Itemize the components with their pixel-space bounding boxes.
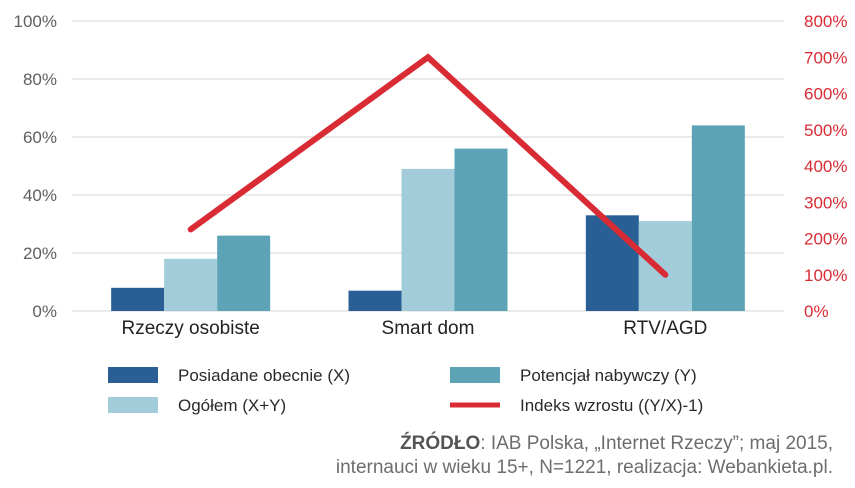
growth-line bbox=[187, 53, 669, 278]
bar bbox=[164, 258, 218, 311]
legend-swatch bbox=[108, 367, 158, 383]
left-axis: 0% 20% 40% 60% 80% 100% bbox=[14, 12, 57, 321]
right-tick-label: 300% bbox=[804, 193, 847, 212]
bar bbox=[217, 235, 271, 311]
bar bbox=[585, 215, 639, 311]
series-line bbox=[187, 53, 669, 278]
right-tick-label: 500% bbox=[804, 121, 847, 140]
right-tick-label: 800% bbox=[804, 12, 847, 31]
source-text-1: : IAB Polska, „Internet Rzeczy”; maj 201… bbox=[480, 433, 833, 454]
legend-label: Indeks wzrostu ((Y/X)-1) bbox=[520, 396, 703, 415]
right-tick-label: 200% bbox=[804, 230, 847, 249]
left-tick-label: 100% bbox=[14, 12, 57, 31]
category-label: Rzeczy osobiste bbox=[121, 318, 259, 339]
category-label: RTV/AGD bbox=[623, 318, 707, 339]
legend-label: Potencjał nabywczy (Y) bbox=[520, 366, 697, 385]
left-tick-label: 0% bbox=[32, 302, 57, 321]
x-axis: Rzeczy osobiste Smart dom RTV/AGD bbox=[121, 318, 707, 339]
left-tick-label: 20% bbox=[23, 244, 57, 263]
bar bbox=[401, 168, 455, 311]
right-tick-label: 400% bbox=[804, 157, 847, 176]
left-tick-label: 80% bbox=[23, 70, 57, 89]
bar bbox=[691, 125, 745, 312]
bars bbox=[111, 125, 745, 312]
legend-swatch bbox=[108, 397, 158, 413]
source-label: ŹRÓDŁO bbox=[400, 433, 481, 454]
legend-label: Posiadane obecnie (X) bbox=[178, 366, 350, 385]
right-axis: 0% 100% 200% 300% 400% 500% 600% 700% 800% bbox=[804, 12, 847, 321]
bar bbox=[454, 148, 508, 311]
left-tick-label: 40% bbox=[23, 186, 57, 205]
right-tick-label: 0% bbox=[804, 302, 829, 321]
left-tick-label: 60% bbox=[23, 128, 57, 147]
legend: Posiadane obecnie (X) Ogółem (X+Y) Potencj… bbox=[108, 366, 703, 415]
source-line-1: ŹRÓDŁO: IAB Polska, „Internet Rzeczy”; m… bbox=[336, 432, 833, 456]
source-line-2: internauci w wieku 15+, N=1221, realizac… bbox=[335, 457, 833, 478]
bar bbox=[638, 221, 692, 311]
right-tick-label: 700% bbox=[804, 48, 847, 67]
category-label: Smart dom bbox=[382, 318, 475, 339]
bar bbox=[111, 287, 165, 311]
right-tick-label: 100% bbox=[804, 266, 847, 285]
source-note: ŹRÓDŁO: IAB Polska, „Internet Rzeczy”; m… bbox=[336, 432, 833, 480]
legend-label: Ogółem (X+Y) bbox=[178, 396, 286, 415]
legend-swatch bbox=[450, 367, 500, 383]
bar bbox=[348, 290, 402, 311]
right-tick-label: 600% bbox=[804, 85, 847, 104]
